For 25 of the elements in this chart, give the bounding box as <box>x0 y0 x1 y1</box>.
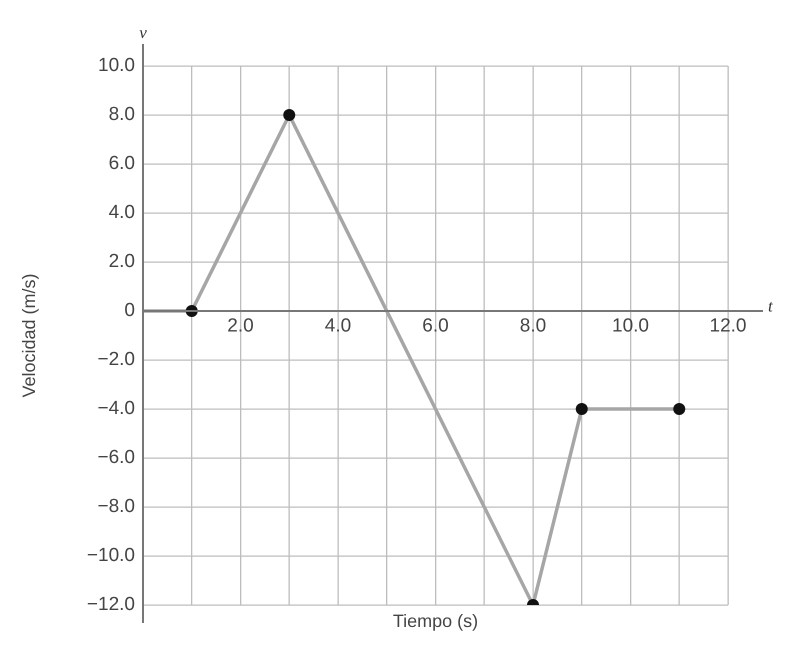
point <box>673 403 686 415</box>
x-tick-label: 4.0 <box>324 316 352 337</box>
text: t <box>768 296 774 316</box>
y-tick-label: −12.0 <box>86 594 135 616</box>
x-tick-label: 6.0 <box>422 316 449 337</box>
y-tick-label: −4.0 <box>97 398 135 420</box>
x-tick-label: 8.0 <box>520 316 546 337</box>
y-tick-label: 10.0 <box>98 55 135 76</box>
x-tick-label: 12.0 <box>710 316 746 337</box>
y-tick-label: −10.0 <box>86 545 135 566</box>
x-tick-label: 10.0 <box>612 316 649 337</box>
y-tick-label: −2.0 <box>97 349 135 370</box>
y-tick-label: −8.0 <box>97 496 135 518</box>
x-tick-label: 2.0 <box>227 316 254 337</box>
point <box>283 109 296 121</box>
y-tick-label: 4.0 <box>108 202 135 224</box>
point <box>576 403 588 415</box>
text: v <box>139 22 148 42</box>
y-tick-label: 0 <box>124 300 135 322</box>
y-tick-label: −6.0 <box>97 447 135 468</box>
y-tick-label: 6.0 <box>108 153 135 174</box>
y-tick-label: 8.0 <box>108 104 135 126</box>
x-axis-title: Tiempo (s) <box>392 610 478 631</box>
y-axis-title: Velocidad (m/s) <box>18 273 39 398</box>
y-tick-label: 2.0 <box>108 251 135 272</box>
